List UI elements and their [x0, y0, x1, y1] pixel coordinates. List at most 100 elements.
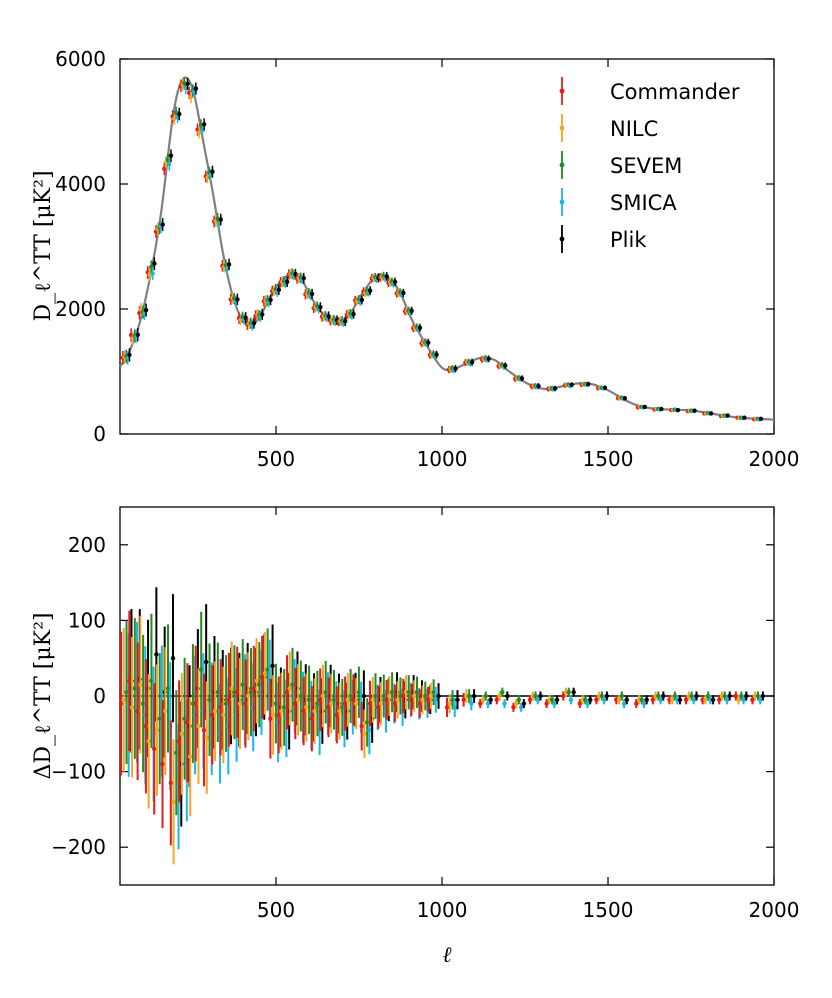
residual-point-commander — [127, 678, 132, 684]
residual-point-commander — [243, 701, 248, 706]
data-point-plik — [586, 381, 591, 387]
x-axis-label: ℓ — [442, 943, 452, 968]
model-curve-line — [119, 76, 775, 421]
data-point-plik — [201, 122, 207, 127]
residual-point-sevem — [365, 720, 370, 725]
residual-point-nilc — [295, 697, 301, 702]
residual-point-smica — [741, 697, 746, 702]
residual-point-commander — [359, 724, 364, 729]
residual-point-nilc — [221, 712, 226, 718]
residual-point-sevem — [423, 693, 428, 699]
residual-point-commander — [367, 701, 373, 706]
data-point-plik — [725, 413, 730, 418]
data-point-plik — [309, 291, 315, 297]
data-point-plik — [453, 366, 458, 371]
data-point-plik — [434, 352, 439, 357]
y-tick-label: 2000 — [55, 297, 106, 321]
residual-point-sevem — [466, 693, 472, 699]
residual-point-sevem — [583, 697, 588, 702]
residual-point-plik — [455, 697, 460, 702]
residual-point-sevem — [182, 716, 187, 721]
residual-point-sevem — [373, 693, 378, 699]
residual-point-commander — [634, 701, 639, 706]
top-y-axis-label: D_ℓ^TT [μK²] — [31, 170, 56, 321]
x-tick-label: 2000 — [749, 898, 800, 922]
residual-point-nilc — [370, 697, 375, 702]
legend-label-sevem: SEVEM — [610, 154, 682, 178]
residual-point-sevem — [356, 690, 362, 695]
y-tick-label: 6000 — [55, 47, 106, 71]
legend-label-commander: Commander — [610, 80, 740, 104]
data-point-plik — [351, 311, 356, 317]
residual-point-plik — [604, 693, 610, 699]
residual-point-nilc — [179, 731, 185, 736]
residual-point-commander — [118, 701, 124, 706]
residual-point-plik — [710, 697, 716, 702]
residual-point-sevem — [566, 690, 571, 695]
x-tick-label: 1000 — [417, 447, 468, 471]
residual-point-commander — [284, 690, 290, 695]
residual-point-plik — [624, 697, 629, 702]
residual-point-smica — [433, 697, 439, 702]
residual-point-commander — [461, 697, 466, 702]
residual-point-commander — [577, 701, 583, 706]
data-point-plik — [243, 315, 248, 320]
residual-point-plik — [203, 659, 209, 665]
data-point-plik — [152, 261, 157, 266]
data-point-plik — [401, 290, 406, 296]
top-data-points — [120, 76, 764, 422]
legend-dot-commander — [559, 88, 565, 94]
residual-point-plik — [471, 693, 477, 699]
residual-point-plik — [521, 701, 527, 706]
bottom-data-points — [118, 587, 766, 865]
residual-point-commander — [226, 697, 232, 702]
residual-point-sevem — [348, 693, 353, 699]
residual-point-commander — [384, 697, 389, 702]
x-tick-label: 1000 — [417, 898, 468, 922]
top-ticks: 500 1000 1500 2000 0 2000 4000 6000 — [55, 47, 799, 471]
data-point-plik — [185, 81, 190, 87]
residual-point-smica — [601, 697, 607, 702]
data-point-plik — [127, 352, 132, 358]
y-tick-label: 0 — [93, 684, 106, 708]
residual-point-commander — [309, 716, 315, 721]
residual-point-smica — [452, 705, 457, 710]
residual-point-commander — [152, 746, 157, 752]
residual-point-sevem — [755, 693, 761, 699]
residual-point-sevem — [414, 690, 420, 695]
residual-point-nilc — [428, 693, 434, 699]
residual-point-smica — [469, 701, 474, 706]
residual-point-nilc — [480, 697, 486, 702]
residual-point-sevem — [639, 697, 644, 702]
residual-point-commander — [544, 701, 549, 706]
residual-point-sevem — [290, 682, 295, 687]
residual-point-commander — [425, 697, 431, 702]
data-point-plik — [210, 169, 215, 174]
residual-point-plik — [760, 693, 766, 699]
residual-point-nilc — [204, 735, 209, 740]
data-point-plik — [318, 304, 323, 310]
data-point-plik — [143, 307, 149, 313]
data-point-plik — [301, 275, 306, 281]
top-panel: 500 1000 1500 2000 0 2000 4000 6000 Commander NI… — [31, 47, 799, 471]
y-tick-label: 0 — [93, 422, 106, 446]
residual-point-nilc — [237, 701, 243, 706]
data-point-plik — [168, 153, 174, 158]
residual-point-smica — [552, 701, 557, 706]
residual-point-plik — [588, 697, 593, 702]
residual-point-nilc — [163, 708, 168, 714]
residual-point-commander — [185, 720, 190, 725]
residual-point-commander — [444, 705, 450, 710]
data-point-plik — [426, 340, 431, 345]
legend-label-smica: SMICA — [610, 191, 677, 215]
residual-point-sevem — [323, 690, 328, 695]
residual-point-commander — [326, 705, 331, 710]
residual-point-nilc — [262, 671, 268, 676]
residual-point-nilc — [129, 705, 135, 710]
residual-point-sevem — [124, 690, 129, 695]
residual-point-smica — [724, 697, 730, 702]
residual-point-sevem — [500, 690, 505, 695]
residual-point-sevem — [282, 705, 287, 710]
residual-point-plik — [661, 693, 666, 699]
residual-point-commander — [268, 716, 273, 721]
